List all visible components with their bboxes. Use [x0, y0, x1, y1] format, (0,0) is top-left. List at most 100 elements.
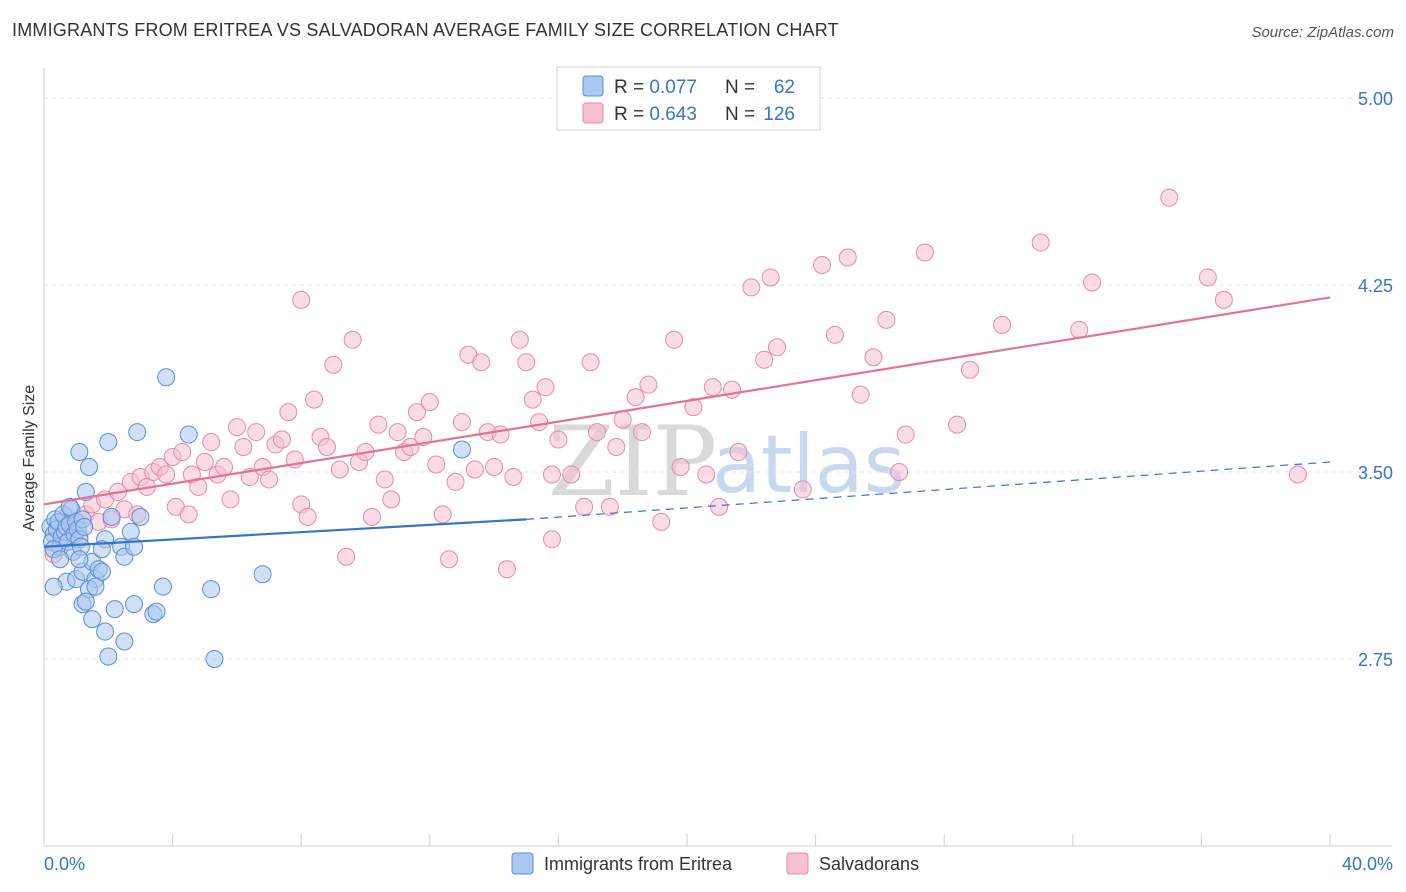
salvadorans-point-125: [697, 465, 716, 484]
x-axis-ticks: [43, 834, 1331, 846]
salvadorans-point-93: [671, 457, 690, 476]
eritrea-point-64: [76, 592, 95, 611]
salvadorans-point-102: [793, 480, 812, 499]
legend-r-value-2: 0.643: [649, 104, 697, 125]
salvadorans-point-118: [1198, 268, 1217, 287]
eritrea-point-32: [70, 550, 89, 569]
eritrea-trend-line: [43, 518, 527, 548]
salvadorans-point-30: [227, 418, 246, 437]
eritrea-point-47: [80, 457, 99, 476]
salvadorans-point-58: [407, 403, 426, 422]
eritrea-point-34: [92, 562, 111, 581]
salvadorans-point-67: [465, 460, 484, 479]
eritrea-point-65: [96, 622, 115, 641]
salvadorans-point-77: [530, 413, 549, 432]
salvadorans-point-122: [292, 290, 311, 309]
y-tick-label-1: 3.50: [1358, 463, 1393, 483]
salvadorans-point-52: [369, 415, 388, 434]
legend-n-value-2: 126: [763, 104, 795, 125]
eritrea-point-50: [125, 595, 144, 614]
eritrea-point-27: [44, 577, 63, 596]
salvadorans-point-25: [195, 452, 214, 471]
salvadorans-point-26: [202, 433, 221, 452]
bottom-legend-label-salvadorans: Salvadorans: [819, 854, 919, 874]
salvadorans-point-46: [330, 460, 349, 479]
salvadorans-point-114: [1031, 233, 1050, 252]
y-axis-title: Average Family Size: [21, 385, 38, 532]
salvadorans-point-90: [639, 375, 658, 394]
salvadorans-point-70: [485, 457, 504, 476]
salvadorans-point-84: [587, 423, 606, 442]
salvadorans-point-64: [446, 472, 465, 491]
salvadorans-point-108: [877, 310, 896, 329]
salvadorans-point-96: [710, 497, 729, 516]
salvadorans-point-124: [890, 462, 909, 481]
salvadorans-point-35: [260, 470, 279, 489]
axes: [43, 68, 1392, 847]
eritrea-point-56: [99, 647, 118, 666]
salvadorans-point-62: [433, 505, 452, 524]
salvadorans-point-105: [838, 248, 857, 267]
eritrea-point-60: [202, 580, 221, 599]
salvadorans-point-38: [279, 403, 298, 422]
eritrea-point-40: [102, 507, 121, 526]
eritrea-point-41: [105, 600, 124, 619]
svg-text:R = 0.077: R = 0.077: [614, 77, 697, 98]
salvadorans-point-92: [665, 330, 684, 349]
salvadorans-point-42: [305, 390, 324, 409]
salvadorans-point-24: [189, 477, 208, 496]
salvadorans-point-71: [491, 425, 510, 444]
salvadorans-point-117: [1160, 188, 1179, 207]
eritrea-point-61: [205, 649, 224, 668]
salvadorans-point-79: [542, 530, 561, 549]
watermark-zip: ZIP: [548, 406, 717, 518]
salvadorans-point-103: [813, 255, 832, 274]
salvadorans-point-65: [452, 413, 471, 432]
x-axis-tick-labels: 0.0% 40.0%: [44, 854, 1393, 874]
salvadorans-point-72: [497, 560, 516, 579]
salvadorans-point-121: [542, 465, 561, 484]
salvadorans-point-113: [993, 315, 1012, 334]
salvadorans-point-53: [375, 470, 394, 489]
salvadorans-point-22: [179, 505, 198, 524]
eritrea-point-24: [60, 497, 79, 516]
y-axis-tick-labels: 2.75 3.50 4.25 5.00: [1358, 89, 1393, 670]
y-tick-label-3: 5.00: [1358, 89, 1393, 109]
legend-r-value-1: 0.077: [649, 77, 697, 98]
salvadorans-point-104: [825, 325, 844, 344]
salvadorans-point-21: [173, 443, 192, 462]
salvadorans-point-44: [317, 438, 336, 457]
salvadorans-point-100: [755, 350, 774, 369]
legend-swatch-blue: [582, 75, 604, 97]
salvadorans-point-111: [948, 415, 967, 434]
salvadorans-point-73: [504, 467, 523, 486]
gridlines: [44, 97, 1392, 660]
source-label: Source: ZipAtlas.com: [1251, 24, 1394, 41]
salvadorans-point-89: [632, 423, 651, 442]
eritrea-point-55: [115, 632, 134, 651]
x-tick-label-0: 0.0%: [44, 854, 85, 874]
eritrea-point-57: [147, 602, 166, 621]
eritrea-point-44: [121, 522, 140, 541]
y-tick-label-2: 4.25: [1358, 276, 1393, 296]
eritrea-point-46: [70, 443, 89, 462]
eritrea-point-51: [131, 507, 150, 526]
salvadorans-point-82: [575, 497, 594, 516]
eritrea-point-54: [153, 577, 172, 596]
watermark-atlas: atlas: [712, 418, 905, 511]
salvadorans-point-45: [324, 355, 343, 374]
legend-n-value-1: 62: [774, 77, 795, 98]
chart-title: IMMIGRANTS FROM ERITREA VS SALVADORAN AV…: [12, 20, 839, 40]
salvadorans-point-68: [472, 353, 491, 372]
legend-r-label-2: R =: [614, 104, 649, 125]
salvadorans-point-106: [851, 385, 870, 404]
salvadorans-point-99: [742, 278, 761, 297]
bottom-legend-swatch-pink: [786, 852, 809, 875]
salvadorans-point-63: [440, 550, 459, 569]
eritrea-point-59: [179, 425, 198, 444]
eritrea-point-49: [83, 610, 102, 629]
legend-swatch-pink: [582, 102, 604, 124]
eritrea-point-63: [452, 440, 471, 459]
eritrea-point-52: [128, 423, 147, 442]
eritrea-point-38: [92, 540, 111, 559]
